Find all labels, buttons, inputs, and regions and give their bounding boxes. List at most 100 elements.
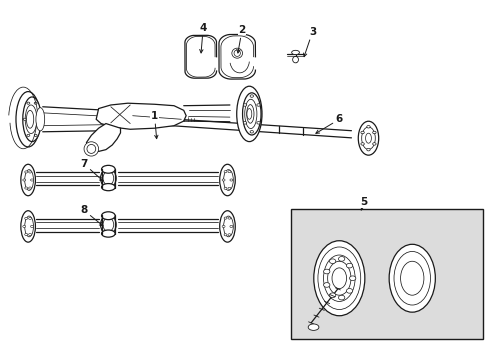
Ellipse shape [372, 143, 375, 145]
Ellipse shape [329, 293, 335, 298]
Text: 4: 4 [199, 23, 206, 53]
Ellipse shape [229, 179, 232, 181]
Ellipse shape [236, 86, 262, 141]
Ellipse shape [222, 179, 224, 181]
Ellipse shape [323, 255, 354, 301]
Ellipse shape [103, 218, 114, 231]
Ellipse shape [372, 131, 375, 134]
Text: 6: 6 [315, 114, 342, 133]
Ellipse shape [400, 261, 423, 295]
Ellipse shape [30, 225, 33, 228]
Ellipse shape [313, 241, 364, 316]
Ellipse shape [102, 165, 115, 173]
Ellipse shape [388, 244, 434, 312]
Ellipse shape [224, 187, 226, 189]
Ellipse shape [358, 121, 378, 155]
Ellipse shape [346, 289, 352, 293]
Ellipse shape [291, 50, 299, 55]
Ellipse shape [102, 212, 115, 220]
Text: 5: 5 [359, 197, 366, 210]
Ellipse shape [331, 268, 346, 289]
Ellipse shape [256, 122, 260, 124]
Ellipse shape [393, 251, 429, 305]
Ellipse shape [223, 170, 233, 190]
Ellipse shape [25, 105, 37, 134]
Ellipse shape [29, 233, 31, 235]
Ellipse shape [25, 217, 28, 220]
Ellipse shape [246, 109, 251, 119]
Polygon shape [86, 123, 120, 152]
Ellipse shape [365, 133, 371, 143]
Ellipse shape [29, 217, 31, 220]
Ellipse shape [323, 283, 329, 287]
Ellipse shape [249, 131, 253, 133]
Ellipse shape [227, 171, 230, 173]
Ellipse shape [338, 257, 344, 261]
Ellipse shape [29, 187, 31, 189]
Ellipse shape [25, 233, 28, 235]
Ellipse shape [87, 144, 96, 153]
Ellipse shape [222, 225, 224, 228]
Ellipse shape [242, 93, 261, 135]
Ellipse shape [243, 104, 246, 106]
Ellipse shape [25, 170, 33, 190]
Ellipse shape [101, 215, 116, 234]
Ellipse shape [26, 111, 34, 128]
Polygon shape [184, 35, 216, 78]
Ellipse shape [244, 99, 256, 129]
Ellipse shape [349, 276, 355, 280]
Text: 3: 3 [303, 27, 316, 57]
Ellipse shape [219, 164, 235, 196]
Ellipse shape [27, 134, 30, 136]
Ellipse shape [23, 97, 41, 141]
Text: 8: 8 [80, 205, 103, 226]
Bar [290, 208, 482, 339]
Ellipse shape [292, 57, 298, 63]
Polygon shape [219, 35, 255, 79]
Ellipse shape [23, 118, 26, 120]
Ellipse shape [366, 126, 369, 128]
Ellipse shape [329, 259, 335, 264]
Ellipse shape [327, 261, 350, 295]
Ellipse shape [227, 234, 230, 236]
Ellipse shape [101, 168, 116, 188]
Ellipse shape [16, 91, 40, 147]
Ellipse shape [103, 171, 114, 185]
Ellipse shape [234, 50, 240, 57]
Ellipse shape [231, 48, 242, 58]
Ellipse shape [361, 127, 374, 149]
Ellipse shape [317, 247, 360, 310]
Ellipse shape [360, 143, 364, 145]
Polygon shape [96, 103, 186, 129]
Ellipse shape [84, 142, 99, 156]
Ellipse shape [34, 102, 37, 104]
Ellipse shape [307, 324, 318, 330]
Ellipse shape [36, 108, 44, 131]
Ellipse shape [229, 225, 232, 228]
Ellipse shape [224, 171, 226, 173]
Ellipse shape [224, 234, 226, 236]
Text: 2: 2 [236, 25, 245, 53]
Ellipse shape [338, 295, 344, 300]
Ellipse shape [256, 104, 260, 106]
Ellipse shape [219, 211, 235, 242]
Ellipse shape [224, 217, 226, 219]
Ellipse shape [323, 269, 329, 274]
Ellipse shape [102, 184, 115, 191]
Ellipse shape [102, 230, 115, 237]
Ellipse shape [366, 148, 369, 151]
Ellipse shape [21, 164, 35, 196]
Ellipse shape [30, 179, 33, 181]
Ellipse shape [34, 134, 37, 136]
Text: 7: 7 [80, 159, 103, 181]
Ellipse shape [227, 217, 230, 219]
Ellipse shape [346, 263, 352, 268]
Ellipse shape [227, 187, 230, 189]
Ellipse shape [23, 225, 26, 228]
Ellipse shape [21, 211, 35, 242]
Ellipse shape [27, 102, 30, 104]
Ellipse shape [25, 171, 28, 173]
Ellipse shape [25, 216, 33, 237]
Ellipse shape [23, 179, 26, 181]
Ellipse shape [246, 105, 253, 123]
